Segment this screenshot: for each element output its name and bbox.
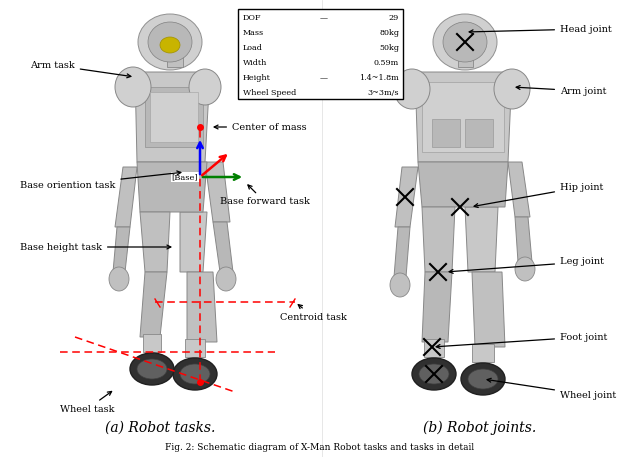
Ellipse shape <box>468 369 498 389</box>
Ellipse shape <box>515 257 535 281</box>
Polygon shape <box>115 167 137 227</box>
Text: Mass: Mass <box>243 29 264 37</box>
Ellipse shape <box>148 22 192 62</box>
Ellipse shape <box>138 14 202 70</box>
Polygon shape <box>140 212 170 272</box>
Text: Centroid task: Centroid task <box>280 305 347 322</box>
Polygon shape <box>137 162 207 212</box>
Polygon shape <box>508 162 530 217</box>
Text: —: — <box>320 14 328 22</box>
Polygon shape <box>472 272 505 347</box>
Ellipse shape <box>160 37 180 53</box>
Text: Load: Load <box>243 44 263 52</box>
Ellipse shape <box>115 67 151 107</box>
Bar <box>458 45 473 67</box>
Ellipse shape <box>494 69 530 109</box>
Bar <box>422 82 504 152</box>
Bar <box>150 92 198 142</box>
Text: DOF: DOF <box>243 14 262 22</box>
Text: 50kg: 50kg <box>379 44 399 52</box>
Ellipse shape <box>461 363 505 395</box>
Text: 1.4~1.8m: 1.4~1.8m <box>359 74 399 82</box>
Polygon shape <box>422 207 455 272</box>
Polygon shape <box>113 227 130 272</box>
Ellipse shape <box>394 69 430 109</box>
Ellipse shape <box>412 358 456 390</box>
Ellipse shape <box>180 364 210 384</box>
Text: Wheel task: Wheel task <box>60 392 115 414</box>
Polygon shape <box>418 162 508 207</box>
Text: [Base]: [Base] <box>172 173 198 181</box>
Ellipse shape <box>137 359 167 379</box>
Text: —: — <box>320 74 328 82</box>
Ellipse shape <box>130 353 174 385</box>
Bar <box>472 344 494 362</box>
Text: Head joint: Head joint <box>469 25 612 34</box>
Ellipse shape <box>189 69 221 105</box>
Text: Base forward task: Base forward task <box>220 185 310 207</box>
Bar <box>145 87 203 147</box>
Text: Wheel joint: Wheel joint <box>487 378 616 399</box>
Ellipse shape <box>173 358 217 390</box>
Polygon shape <box>415 72 512 162</box>
Text: (a) Robot tasks.: (a) Robot tasks. <box>105 421 215 435</box>
Polygon shape <box>422 272 452 342</box>
Polygon shape <box>394 227 410 277</box>
Text: Hip joint: Hip joint <box>474 182 604 207</box>
Bar <box>167 47 183 67</box>
Polygon shape <box>135 72 210 162</box>
Ellipse shape <box>109 267 129 291</box>
Text: 0.59m: 0.59m <box>374 59 399 67</box>
Bar <box>465 119 493 147</box>
Bar <box>185 339 205 357</box>
Bar <box>143 334 161 352</box>
Polygon shape <box>140 272 167 337</box>
Text: 3~3m/s: 3~3m/s <box>367 89 399 97</box>
Ellipse shape <box>433 14 497 70</box>
Ellipse shape <box>443 22 487 62</box>
Text: Base oriention task: Base oriention task <box>20 171 181 190</box>
Bar <box>424 339 444 357</box>
Ellipse shape <box>216 267 236 291</box>
Text: 80kg: 80kg <box>379 29 399 37</box>
Polygon shape <box>465 207 498 272</box>
Bar <box>238 9 403 99</box>
Text: Foot joint: Foot joint <box>436 333 607 348</box>
Text: Width: Width <box>243 59 268 67</box>
Polygon shape <box>515 217 532 262</box>
Text: Arm task: Arm task <box>30 60 131 78</box>
Text: 29: 29 <box>388 14 399 22</box>
Text: Fig. 2: Schematic diagram of X-Man Robot tasks and tasks in detail: Fig. 2: Schematic diagram of X-Man Robot… <box>165 443 475 452</box>
Ellipse shape <box>390 273 410 297</box>
Text: Arm joint: Arm joint <box>516 85 607 96</box>
Bar <box>432 119 460 147</box>
Polygon shape <box>187 272 217 342</box>
Text: Base height task: Base height task <box>20 243 171 251</box>
Text: Wheel Speed: Wheel Speed <box>243 89 296 97</box>
Polygon shape <box>180 212 207 272</box>
Ellipse shape <box>419 364 449 384</box>
Text: Height: Height <box>243 74 271 82</box>
Text: Center of mass: Center of mass <box>214 122 307 132</box>
Polygon shape <box>395 167 418 227</box>
Text: (b) Robot joints.: (b) Robot joints. <box>424 420 536 435</box>
Polygon shape <box>213 222 233 272</box>
Text: Leg joint: Leg joint <box>449 257 604 273</box>
Polygon shape <box>205 162 230 222</box>
